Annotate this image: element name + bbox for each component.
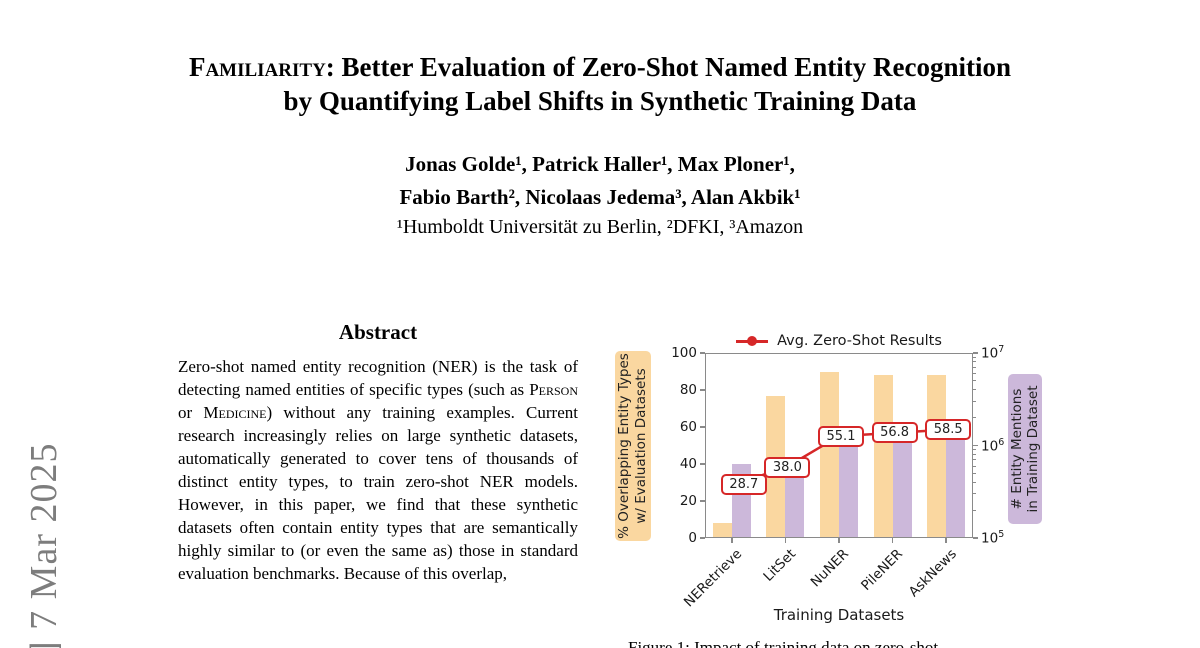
x-tick (784, 538, 787, 543)
right-tick-label: 105 (981, 529, 1005, 547)
abstract-p1: Zero-shot named entity recognition (NER)… (178, 357, 578, 399)
right-tick (973, 352, 978, 354)
paper-title-line1-rest: Better Evaluation of Zero-Shot Named Ent… (334, 52, 1012, 82)
left-tick (700, 389, 705, 391)
bar-mentions-4 (946, 439, 966, 538)
x-tick-label: NERetrieve (680, 546, 746, 611)
x-tick-label: AskNews (905, 546, 960, 601)
left-tick (700, 537, 705, 539)
right-minor-tick (973, 366, 976, 368)
x-tick (945, 538, 947, 543)
right-minor-tick (973, 465, 976, 467)
author-line-2: Fabio Barth², Nicolaas Jedema³, Alan Akb… (399, 185, 801, 209)
right-tick (973, 537, 978, 539)
bar-mentions-1 (785, 476, 805, 538)
right-minor-tick (973, 459, 976, 461)
left-tick (700, 500, 705, 502)
right-minor-tick (973, 493, 976, 495)
right-axis-label-line2: in Training Dataset (1025, 385, 1041, 513)
right-minor-tick (973, 509, 976, 511)
right-minor-tick (973, 361, 976, 363)
left-tick-label: 0 (688, 530, 697, 546)
left-axis-label-line2: w/ Evaluation Datasets (633, 368, 649, 524)
paper-title-smallcaps: Familiarity: (188, 52, 335, 82)
right-minor-tick (973, 356, 976, 358)
author-list: Jonas Golde¹, Patrick Haller¹, Max Plone… (0, 148, 1200, 214)
legend-dot-icon (747, 336, 758, 346)
right-minor-tick (973, 417, 976, 419)
right-minor-tick (973, 449, 976, 451)
line-value-label-3: 56.8 (871, 422, 918, 444)
abstract-p2: or (178, 403, 204, 422)
right-minor-tick (973, 472, 976, 474)
right-minor-tick (973, 481, 976, 483)
left-tick (700, 463, 705, 465)
x-tick-label: PileNER (858, 546, 906, 594)
right-minor-tick (973, 373, 976, 375)
right-axis-label: # Entity Mentions in Training Dataset (1008, 374, 1042, 524)
abstract-text: Zero-shot named entity recognition (NER)… (178, 355, 578, 585)
abstract-heading: Abstract (338, 320, 418, 344)
left-tick-label: 40 (679, 456, 697, 472)
left-tick (700, 352, 705, 354)
line-value-label-2: 55.1 (818, 425, 864, 447)
line-value-label-1: 38.0 (764, 457, 811, 479)
affiliations: ¹Humboldt Universität zu Berlin, ²DFKI, … (396, 216, 804, 238)
abstract-p3: ) without any training examples. Current… (178, 403, 578, 583)
line-value-label-4: 58.5 (925, 419, 972, 441)
right-axis-label-line1: # Entity Mentions (1009, 388, 1025, 510)
left-tick-label: 60 (679, 419, 697, 435)
abstract-smallcaps-medicine: Medicine (203, 403, 267, 422)
right-minor-tick (973, 389, 976, 391)
x-axis-title: Training Datasets (773, 606, 905, 624)
right-minor-tick (973, 453, 976, 455)
line-value-label-0: 28.7 (720, 474, 767, 496)
right-tick-label: 107 (981, 344, 1005, 362)
left-tick-label: 80 (679, 382, 697, 398)
left-tick-label: 20 (679, 493, 697, 509)
paper-title-line1: Familiarity: Better Evaluation of Zero-S… (0, 50, 1200, 84)
plot-frame (705, 353, 973, 538)
legend-label: Avg. Zero-Shot Results (777, 333, 942, 349)
right-minor-tick (973, 380, 976, 382)
left-axis-label-line1: % Overlapping Entity Types (616, 353, 632, 539)
figure-caption: Figure 1: Impact of training data on zer… (628, 638, 939, 648)
x-tick-label: LitSet (760, 546, 799, 585)
x-tick (891, 538, 894, 543)
right-minor-tick (973, 400, 976, 402)
left-tick-label: 100 (671, 345, 697, 361)
chart-legend: Avg. Zero-Shot Results (705, 332, 973, 350)
left-tick (700, 426, 705, 428)
paper-title-line2: by Quantifying Label Shifts in Synthetic… (283, 86, 917, 116)
left-axis-label: % Overlapping Entity Types w/ Evaluation… (615, 351, 651, 541)
right-tick-label: 106 (981, 436, 1005, 455)
x-tick-label: NuNER (807, 546, 853, 591)
x-tick (838, 538, 840, 543)
abstract-smallcaps-person: Person (529, 380, 578, 399)
bar-overlap-0 (712, 523, 732, 538)
author-line-1: Jonas Golde¹, Patrick Haller¹, Max Plone… (405, 152, 795, 176)
right-tick (973, 444, 978, 447)
legend-line-marker (736, 336, 769, 346)
paper-title: Familiarity: Better Evaluation of Zero-S… (0, 50, 1200, 118)
x-tick (731, 538, 733, 543)
